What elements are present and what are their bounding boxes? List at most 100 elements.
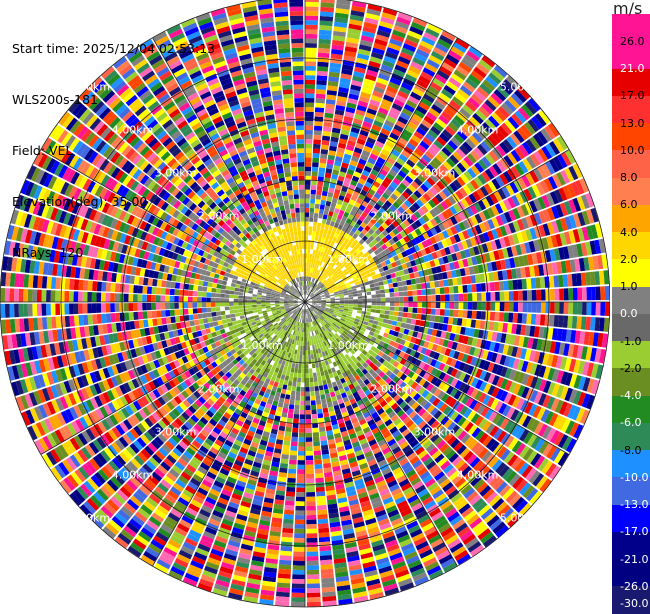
velocity-cell [504, 312, 509, 322]
velocity-cell [407, 285, 412, 290]
velocity-cell [318, 381, 323, 386]
velocity-cell [305, 75, 315, 80]
velocity-cell [353, 307, 358, 310]
velocity-cell [298, 451, 305, 456]
velocity-cell [310, 345, 313, 350]
velocity-cell [508, 313, 513, 323]
velocity-cell [481, 283, 486, 292]
velocity-cell [305, 29, 318, 34]
velocity-cell [394, 292, 399, 297]
velocity-cell [320, 158, 327, 163]
velocity-cell [319, 232, 323, 237]
velocity-cell [308, 240, 311, 245]
velocity-cell [305, 107, 314, 112]
velocity-cell [281, 541, 293, 546]
velocity-cell [318, 523, 329, 528]
velocity-cell [306, 382, 310, 387]
velocity-cell [310, 249, 313, 254]
velocity-cell [305, 208, 309, 213]
velocity-cell [298, 368, 302, 373]
velocity-cell [376, 298, 381, 302]
velocity-cell [600, 286, 605, 300]
velocity-cell [286, 390, 291, 395]
velocity-cell [293, 377, 297, 382]
velocity-cell [306, 465, 314, 470]
velocity-cell [344, 300, 349, 302]
velocity-cell [305, 171, 311, 176]
velocity-cell [358, 296, 363, 299]
velocity-cell [383, 280, 388, 285]
velocity-cell [306, 515, 316, 520]
velocity-cell [305, 84, 315, 89]
velocity-cell [317, 181, 323, 186]
velocity-cell [307, 556, 319, 561]
velocity-cell [398, 287, 403, 292]
velocity-cell [318, 362, 322, 367]
velocity-cell [318, 172, 324, 177]
velocity-cell [309, 231, 313, 236]
velocity-cell [378, 318, 383, 323]
velocity-cell [316, 195, 321, 200]
velocity-cell [353, 310, 358, 313]
velocity-cell [282, 370, 287, 375]
velocity-cell [430, 315, 435, 321]
velocity-cell [415, 278, 420, 284]
velocity-cell [318, 528, 329, 533]
velocity-cell [490, 282, 495, 291]
velocity-cell [315, 395, 320, 400]
velocity-cell [586, 287, 591, 300]
velocity-cell [544, 276, 549, 288]
velocity-cell [403, 312, 408, 317]
velocity-cell [314, 213, 319, 218]
velocity-cell [313, 446, 320, 451]
velocity-cell [549, 315, 554, 327]
velocity-cell [366, 288, 371, 292]
velocity-cell [353, 299, 358, 301]
velocity-cell [358, 305, 363, 308]
velocity-cell [306, 519, 316, 524]
velocity-cell [306, 442, 313, 447]
velocity-cell [306, 492, 315, 497]
velocity-cell [449, 302, 454, 309]
velocity-cell [301, 378, 305, 383]
velocity-cell [440, 295, 445, 301]
velocity-cell [370, 287, 375, 291]
velocity-cell [315, 103, 324, 108]
velocity-cell [305, 180, 311, 185]
velocity-cell [596, 287, 601, 301]
velocity-cell [321, 145, 329, 150]
velocity-cell [495, 302, 500, 311]
velocity-cell [288, 381, 293, 386]
velocity-cell [305, 369, 308, 374]
velocity-cell [550, 302, 555, 314]
velocity-cell [319, 367, 323, 372]
velocity-cell [281, 454, 289, 459]
velocity-cell [322, 191, 328, 196]
velocity-cell [518, 302, 523, 312]
velocity-cell [310, 203, 315, 208]
velocity-cell [439, 280, 444, 287]
velocity-cell [283, 403, 289, 408]
velocity-cell [307, 337, 309, 342]
velocity-cell [317, 71, 328, 76]
velocity-cell [466, 319, 472, 327]
velocity-cell [305, 203, 310, 208]
velocity-cell [283, 523, 294, 528]
velocity-cell [385, 289, 390, 293]
velocity-cell [404, 302, 409, 307]
velocity-cell [406, 318, 411, 324]
velocity-cell [408, 291, 413, 296]
velocity-cell [291, 441, 298, 446]
velocity-cell [381, 294, 386, 298]
velocity-cell [319, 541, 331, 546]
velocity-cell [417, 302, 422, 307]
velocity-cell [287, 385, 292, 390]
velocity-cell [536, 290, 541, 301]
velocity-cell [316, 491, 325, 496]
velocity-cell [305, 66, 316, 71]
velocity-cell [362, 296, 367, 299]
velocity-cell [319, 209, 324, 214]
velocity-cell [321, 445, 328, 450]
velocity-cell [408, 302, 413, 307]
velocity-cell [449, 294, 454, 301]
